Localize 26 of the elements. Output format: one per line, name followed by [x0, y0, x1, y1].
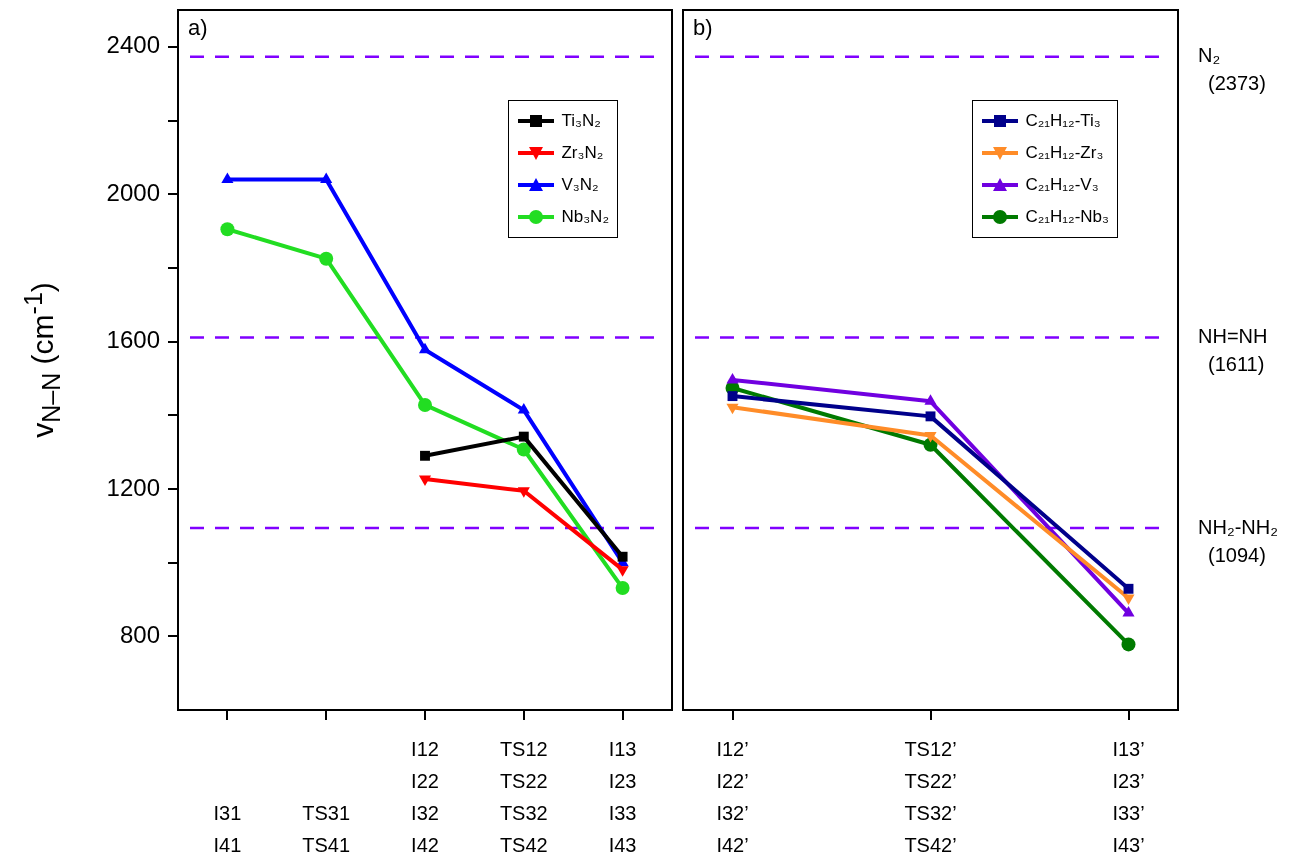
legend-label: C₂₁H₁₂-Nb₃ [1025, 207, 1109, 227]
y-tick-label: 2000 [106, 178, 160, 206]
x-tick-label: TS12 TS22 TS32 TS42 [499, 737, 548, 854]
legend-label: C₂₁H₁₂-Zr₃ [1025, 143, 1104, 163]
x-tick-label: TS31 TS41 [302, 801, 351, 854]
x-tick-label: I12’ I22’ I32’ I42’ [716, 737, 749, 854]
legend-label: V₃N₂ [561, 175, 599, 195]
x-tick-label: TS12’ TS22’ TS32’ TS42’ [904, 737, 957, 854]
ref-line-label: NH₂-NH₂ (1094) [1198, 515, 1278, 566]
x-tick-label: I12 I22 I32 I42 [411, 737, 439, 854]
ref-line-label: NH=NH (1611) [1198, 325, 1268, 376]
legend-label: C₂₁H₁₂-Ti₃ [1025, 111, 1101, 131]
legend-label: C₂₁H₁₂-V₃ [1025, 175, 1099, 195]
y-tick-label: 800 [119, 620, 160, 648]
legend-label: Nb₃N₂ [561, 207, 609, 227]
legend-label: Ti₃N₂ [561, 111, 601, 131]
y-tick-label: 1600 [106, 326, 160, 354]
y-tick-label: 1200 [106, 473, 160, 501]
x-tick-label: I31 I41 [213, 801, 242, 854]
x-tick-label: I13 I23 I33 I43 [608, 737, 637, 854]
ref-line-label: N₂ (2373) [1198, 44, 1266, 95]
y-tick-label: 2400 [106, 31, 160, 59]
annotation: b) [693, 15, 713, 41]
x-tick-label: I13’ I23’ I33’ I43’ [1112, 737, 1145, 854]
legend-label: Zr₃N₂ [561, 143, 604, 163]
annotation: a) [188, 15, 208, 41]
